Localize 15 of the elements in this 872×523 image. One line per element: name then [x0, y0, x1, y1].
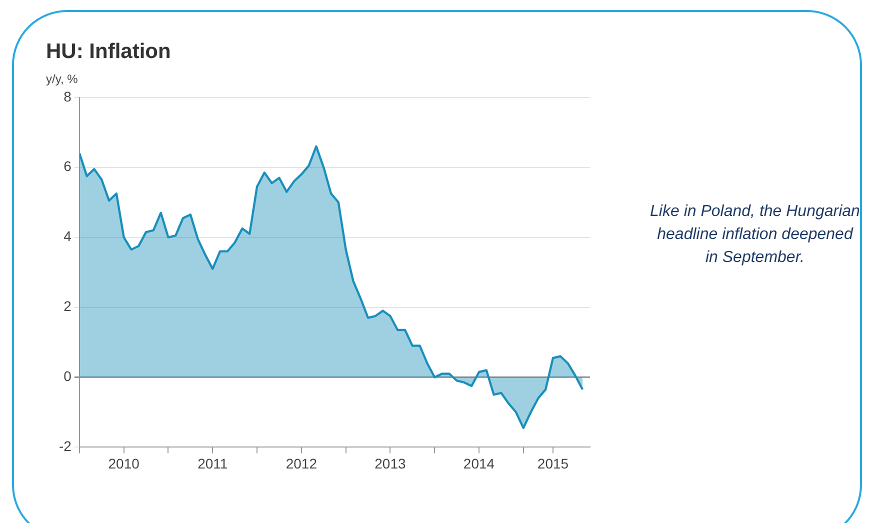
y-tick-label: 4 [64, 228, 72, 244]
x-tick-label: 2010 [108, 455, 140, 472]
x-tick-label: 2015 [537, 455, 569, 472]
chart-title: HU: Inflation [46, 40, 171, 64]
x-tick-label: 2013 [374, 455, 406, 472]
y-tick-label: 0 [64, 368, 72, 384]
y-tick-label: -2 [58, 438, 72, 454]
x-tick-label: 2014 [463, 455, 495, 472]
y-tick-label: 8 [64, 88, 72, 104]
y-tick-label: 2 [64, 298, 72, 314]
x-tick-label: 2012 [286, 455, 318, 472]
x-tick-label: 2011 [198, 455, 228, 472]
y-tick-label: 6 [64, 158, 72, 174]
y-axis-title: y/y, % [46, 72, 78, 86]
text: Like in Poland, the Hungarian headline inflation deepened in September. [650, 202, 860, 268]
